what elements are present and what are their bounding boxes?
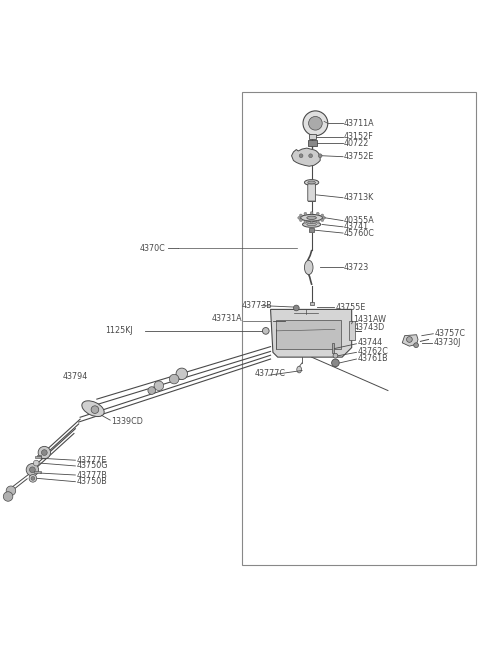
Bar: [276, 320, 341, 349]
Polygon shape: [291, 148, 320, 166]
Text: 43744: 43744: [358, 338, 383, 348]
Circle shape: [310, 221, 313, 224]
Text: 43731A: 43731A: [211, 315, 242, 323]
Ellipse shape: [302, 221, 321, 227]
Ellipse shape: [82, 401, 104, 417]
Text: 43752E: 43752E: [344, 152, 374, 161]
Circle shape: [333, 353, 338, 358]
Circle shape: [407, 336, 412, 342]
Circle shape: [414, 343, 419, 348]
Bar: [36, 455, 41, 457]
Text: 43794: 43794: [62, 372, 88, 380]
Text: 1431AW: 1431AW: [354, 315, 386, 325]
Circle shape: [299, 154, 303, 158]
Bar: [349, 321, 355, 340]
Polygon shape: [271, 309, 352, 357]
Text: 43743D: 43743D: [354, 323, 385, 332]
Circle shape: [298, 216, 300, 219]
Polygon shape: [402, 334, 418, 346]
Text: 45760C: 45760C: [344, 229, 375, 238]
Text: 43757C: 43757C: [434, 329, 465, 338]
Ellipse shape: [300, 214, 323, 221]
Text: 43762C: 43762C: [358, 347, 388, 356]
Circle shape: [309, 154, 312, 158]
Bar: [35, 457, 41, 459]
Circle shape: [29, 474, 36, 482]
Circle shape: [31, 476, 35, 480]
Text: 43755E: 43755E: [336, 302, 366, 311]
Circle shape: [316, 212, 319, 215]
Ellipse shape: [304, 260, 313, 275]
Circle shape: [34, 460, 39, 466]
Circle shape: [304, 221, 307, 223]
Bar: [242, 92, 476, 565]
Circle shape: [309, 116, 322, 130]
Circle shape: [30, 467, 35, 472]
Text: 43750B: 43750B: [76, 477, 107, 486]
Circle shape: [332, 359, 339, 367]
Circle shape: [323, 216, 325, 219]
Text: 43777C: 43777C: [254, 369, 285, 378]
Text: 40722: 40722: [344, 139, 370, 148]
Circle shape: [6, 486, 16, 495]
Circle shape: [169, 374, 179, 384]
Bar: [34, 471, 40, 473]
Bar: [310, 302, 314, 305]
Text: 43777E: 43777E: [76, 456, 107, 464]
Circle shape: [148, 387, 156, 394]
Circle shape: [263, 328, 269, 334]
Circle shape: [304, 212, 307, 215]
Ellipse shape: [304, 179, 319, 185]
Text: 43750G: 43750G: [76, 461, 108, 470]
Bar: [332, 343, 335, 353]
Circle shape: [303, 111, 328, 136]
Text: 43713K: 43713K: [344, 193, 374, 202]
Ellipse shape: [297, 366, 301, 373]
FancyBboxPatch shape: [308, 184, 315, 201]
Text: 43723: 43723: [344, 263, 369, 272]
Circle shape: [293, 305, 299, 311]
Text: 43773B: 43773B: [242, 301, 273, 310]
Ellipse shape: [307, 223, 316, 225]
Bar: [308, 141, 317, 147]
Circle shape: [321, 219, 324, 221]
Circle shape: [91, 406, 99, 413]
Circle shape: [310, 212, 313, 214]
Circle shape: [154, 381, 164, 390]
Text: 1125KJ: 1125KJ: [106, 327, 133, 335]
Text: 40355A: 40355A: [344, 216, 375, 225]
Circle shape: [316, 221, 319, 223]
Text: 43730J: 43730J: [433, 338, 461, 348]
Text: 43741: 43741: [344, 222, 369, 231]
Circle shape: [300, 219, 302, 221]
Ellipse shape: [308, 181, 315, 184]
Text: 1339CD: 1339CD: [111, 417, 143, 426]
Circle shape: [300, 214, 302, 217]
Circle shape: [176, 368, 188, 380]
Circle shape: [318, 154, 322, 158]
Text: 43711A: 43711A: [344, 119, 375, 128]
Bar: [309, 228, 314, 232]
Text: 4370C: 4370C: [140, 244, 166, 253]
Bar: [309, 134, 316, 139]
Text: 43152F: 43152F: [344, 132, 374, 141]
Circle shape: [321, 214, 324, 217]
Ellipse shape: [307, 216, 316, 219]
Circle shape: [41, 449, 47, 455]
Circle shape: [3, 491, 13, 501]
Text: 43761B: 43761B: [358, 353, 388, 363]
Circle shape: [38, 446, 50, 459]
Circle shape: [26, 464, 38, 476]
Text: 43777B: 43777B: [76, 470, 107, 480]
